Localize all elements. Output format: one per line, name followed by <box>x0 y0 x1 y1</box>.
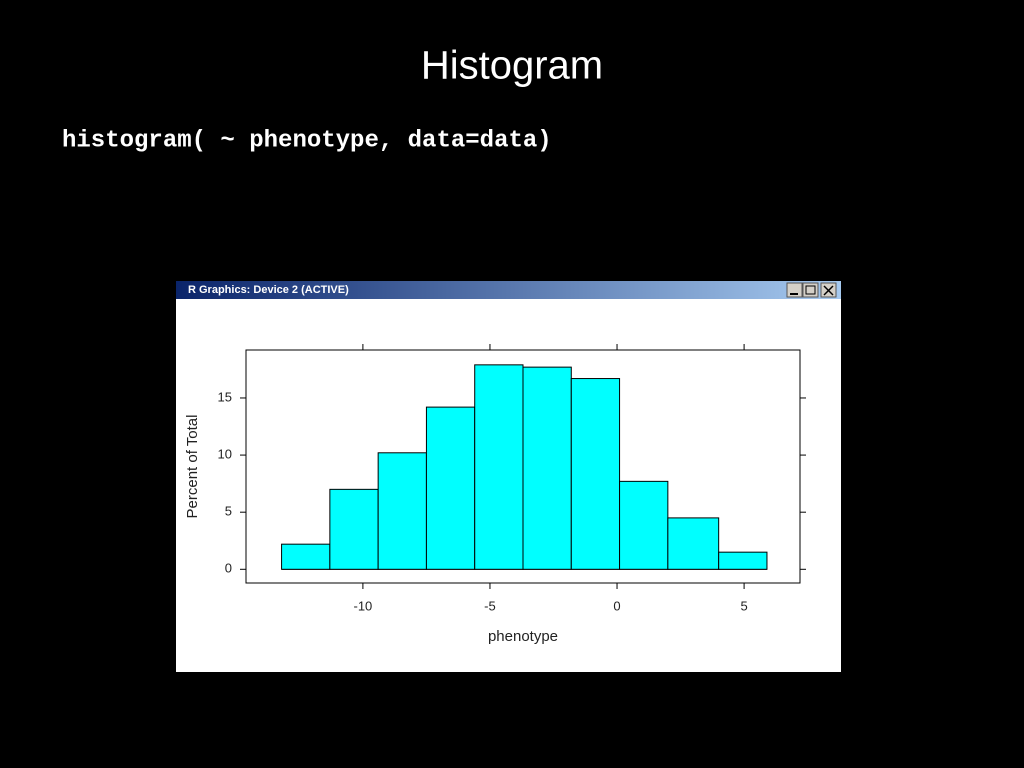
close-icon <box>823 285 834 296</box>
x-tick-label: -10 <box>354 598 373 613</box>
bar <box>474 364 524 570</box>
x-axis-label: phenotype <box>488 628 558 645</box>
bar <box>570 378 621 570</box>
slide-title: Histogram <box>421 44 603 88</box>
bar <box>718 551 768 570</box>
window-title: R Graphics: Device 2 (ACTIVE) <box>188 284 349 296</box>
maximize-icon <box>805 285 816 295</box>
y-tick-label: 15 <box>218 389 232 404</box>
y-tick-label: 0 <box>225 561 232 576</box>
bar <box>667 517 720 570</box>
title-bar <box>176 281 841 299</box>
bar <box>522 366 572 570</box>
bar <box>329 488 379 570</box>
y-tick-label: 5 <box>225 504 232 519</box>
bar <box>619 480 669 570</box>
maximize-button[interactable] <box>802 282 819 298</box>
bar <box>425 406 476 570</box>
x-tick-label: 0 <box>613 598 620 613</box>
x-tick-label: -5 <box>484 598 496 613</box>
x-tick-label: 5 <box>740 598 747 613</box>
code-line: histogram( ~ phenotype, data=data) <box>62 127 552 154</box>
y-axis-label: Percent of Total <box>184 415 201 519</box>
plot-frame <box>245 349 801 584</box>
bar <box>281 543 331 570</box>
bar <box>377 452 427 570</box>
y-tick-label: 10 <box>218 447 232 462</box>
